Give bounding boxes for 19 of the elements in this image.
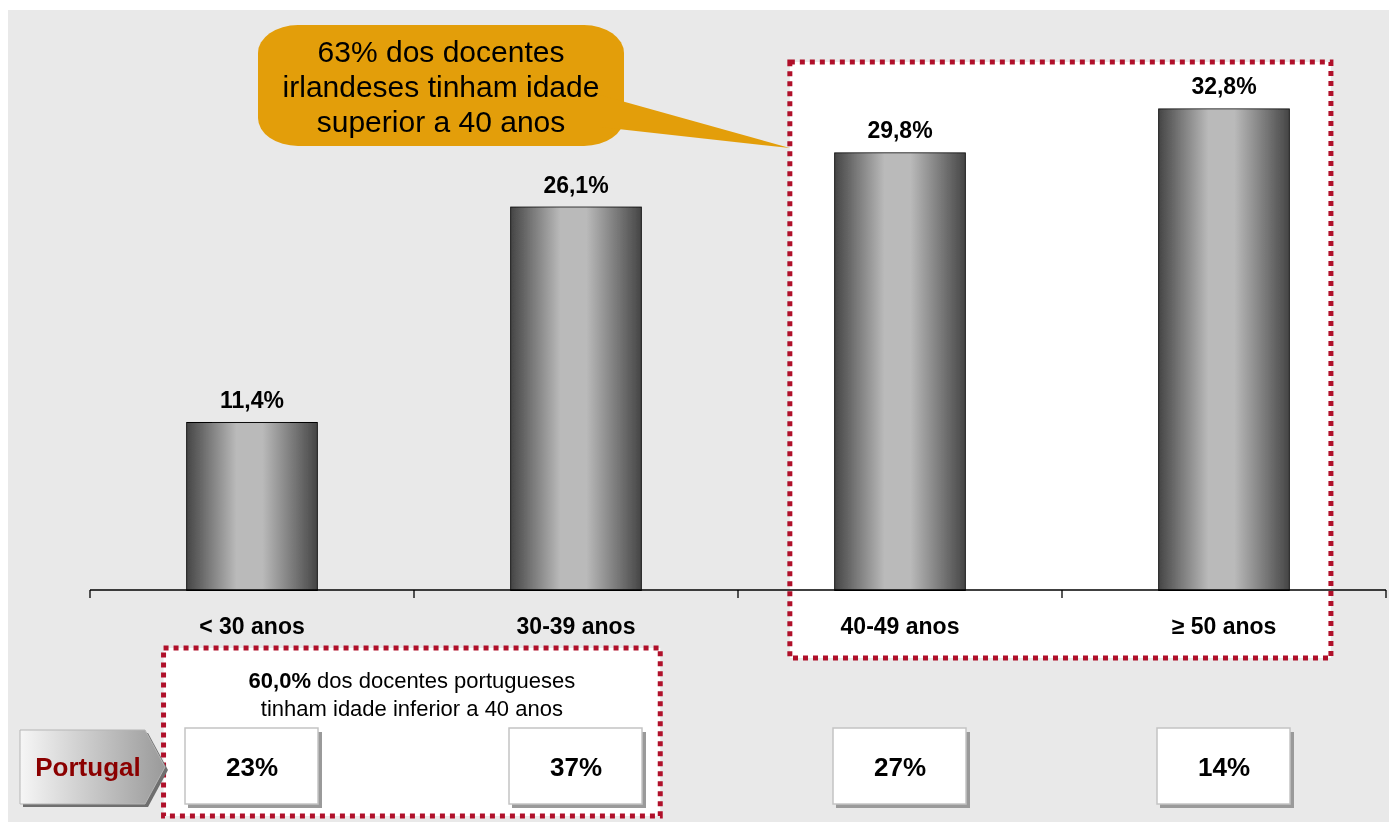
x-tick-label: ≥ 50 anos [1171,613,1277,639]
data-label: 37% [549,752,603,782]
bar [1159,109,1289,590]
data-label: 26,1% [543,171,609,198]
data-label: 23% [225,752,279,782]
data-label: 27% [873,752,927,782]
band-label: 63% dos docentes irlandeses tinham idade superior a 40 anos [282,35,600,138]
x-tick-label: 40-49 anos [840,613,960,639]
text: Portugal [35,752,141,782]
data-label: 32,8% [1191,73,1257,100]
x-tick-label: < 30 anos [199,613,305,639]
bar [511,207,641,590]
data-label: 14% [1197,752,1251,782]
data-label: 29,8% [867,117,933,144]
x-tick-label: 30-39 anos [516,613,636,639]
data-label: 11,4% [220,386,284,413]
text: 60,0% dos docentes portugueses tinham idade inferior a 40 anos [248,668,576,721]
bar [835,153,965,590]
bar [187,422,317,590]
